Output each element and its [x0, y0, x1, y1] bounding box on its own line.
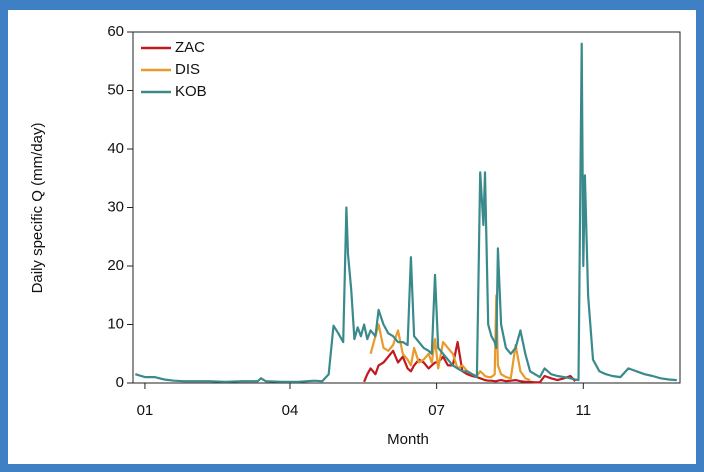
x-tick-label: 04	[282, 402, 299, 419]
y-tick-label: 40	[107, 140, 124, 157]
x-tick-label: 07	[428, 402, 445, 419]
y-tick-label: 30	[107, 198, 124, 215]
x-tick-label: 11	[576, 402, 592, 419]
x-axis-label: Month	[387, 431, 429, 448]
y-tick-label: 60	[107, 23, 124, 40]
legend-label: ZAC	[175, 39, 205, 56]
y-tick-label: 10	[107, 315, 124, 332]
y-tick-label: 20	[107, 257, 124, 274]
y-tick-label: 0	[116, 374, 124, 391]
panel	[8, 10, 696, 464]
series-line	[134, 42, 677, 383]
series-line	[363, 341, 577, 384]
x-tick-label: 01	[137, 402, 154, 419]
legend-label: DIS	[175, 61, 200, 78]
y-tick-label: 50	[107, 81, 124, 98]
legend-label: KOB	[175, 83, 207, 100]
y-axis-label: Daily specific Q (mm/day)	[29, 123, 46, 294]
